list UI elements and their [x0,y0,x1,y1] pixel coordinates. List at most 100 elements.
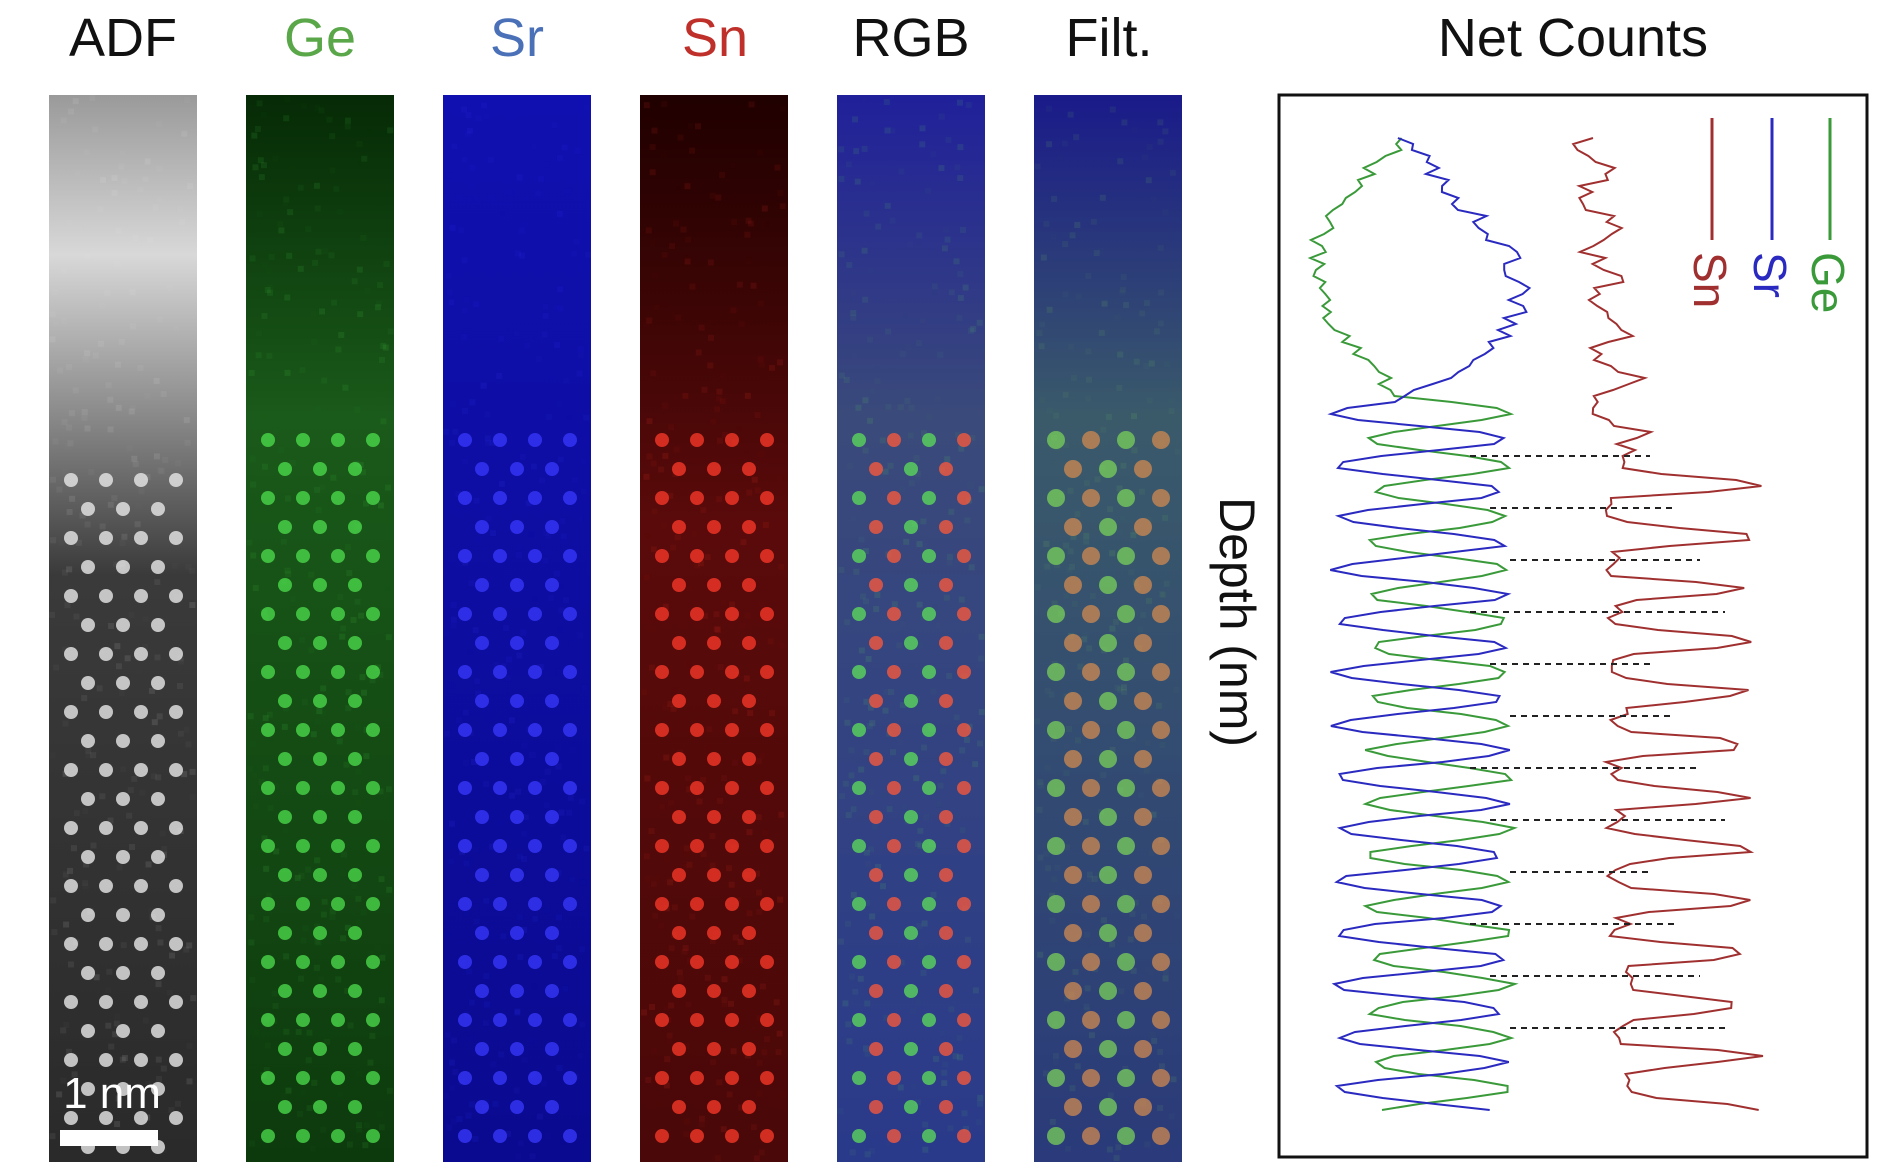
noise [354,598,361,605]
noise [845,1021,852,1028]
atom-column [366,433,380,447]
noise [746,910,753,917]
noise [716,388,723,395]
noise [500,933,507,940]
noise [898,739,904,745]
noise [154,579,161,586]
atom-column [528,955,542,969]
atom-column [887,1129,901,1143]
atom-column [563,781,577,795]
noise [321,1088,327,1094]
noise [509,792,516,799]
noise [487,156,494,163]
noise [251,132,258,139]
atom-column [545,636,559,650]
noise [1049,918,1055,924]
noise [364,288,370,294]
atom-column [939,694,953,708]
noise [515,783,521,789]
atom-column [331,897,345,911]
atom-column [493,607,507,621]
noise [720,1126,727,1133]
image-panel [246,95,394,1162]
noise [850,806,857,813]
noise [1070,533,1077,540]
atom-column [116,966,130,980]
noise [758,1149,765,1156]
noise [308,647,315,654]
noise [863,698,870,705]
atom-column [278,868,292,882]
atom-column [313,1100,327,1114]
atom-column [151,1082,165,1096]
noise [900,621,906,627]
noise [716,1079,723,1086]
noise [256,100,263,107]
atom-column [707,1100,721,1114]
atom-column [348,462,362,476]
atom-column [169,705,183,719]
atom-column [528,433,542,447]
atom-column [904,984,918,998]
noise [121,178,128,185]
noise [890,749,897,756]
noise [301,103,307,109]
noise [1099,194,1106,201]
noise [577,516,583,522]
panel-title: Filt. [1066,8,1153,68]
atom-column [1082,431,1100,449]
noise [853,148,860,155]
atom-column [904,462,918,476]
noise [155,774,162,781]
noise [1062,391,1069,398]
noise [1144,740,1150,746]
noise [848,747,855,754]
noise [1114,684,1121,691]
noise [862,246,868,252]
atom-column [904,1100,918,1114]
atom-column [493,665,507,679]
noise [553,570,560,577]
noise [249,977,255,983]
noise [757,356,764,363]
atom-column [760,955,774,969]
noise [484,435,491,442]
noise [111,189,118,196]
noise [283,828,289,834]
noise [156,1075,163,1082]
noise [120,766,126,772]
atom-column [852,665,866,679]
noise [256,330,262,336]
noise [646,453,653,460]
noise [281,723,288,730]
noise [1116,384,1123,391]
noise [483,781,490,788]
noise [330,474,337,481]
noise [367,1059,374,1066]
noise [849,1149,856,1156]
noise [84,224,90,230]
noise [977,1094,984,1101]
image-panel [1034,95,1182,1162]
noise [689,913,696,920]
atom-column [81,850,95,864]
atom-column [852,607,866,621]
noise [461,408,468,415]
noise [730,307,737,314]
atom-column [81,560,95,574]
noise [932,289,938,295]
atom-column [1152,779,1170,797]
noise [1076,294,1082,300]
noise [1063,593,1069,599]
noise [191,110,197,116]
atom-column [887,839,901,853]
noise [532,915,539,922]
noise [757,1091,763,1097]
noise [648,828,655,835]
noise [548,377,554,383]
noise [377,671,384,678]
atom-column [563,1071,577,1085]
noise [753,148,759,154]
atom-column [493,1071,507,1085]
